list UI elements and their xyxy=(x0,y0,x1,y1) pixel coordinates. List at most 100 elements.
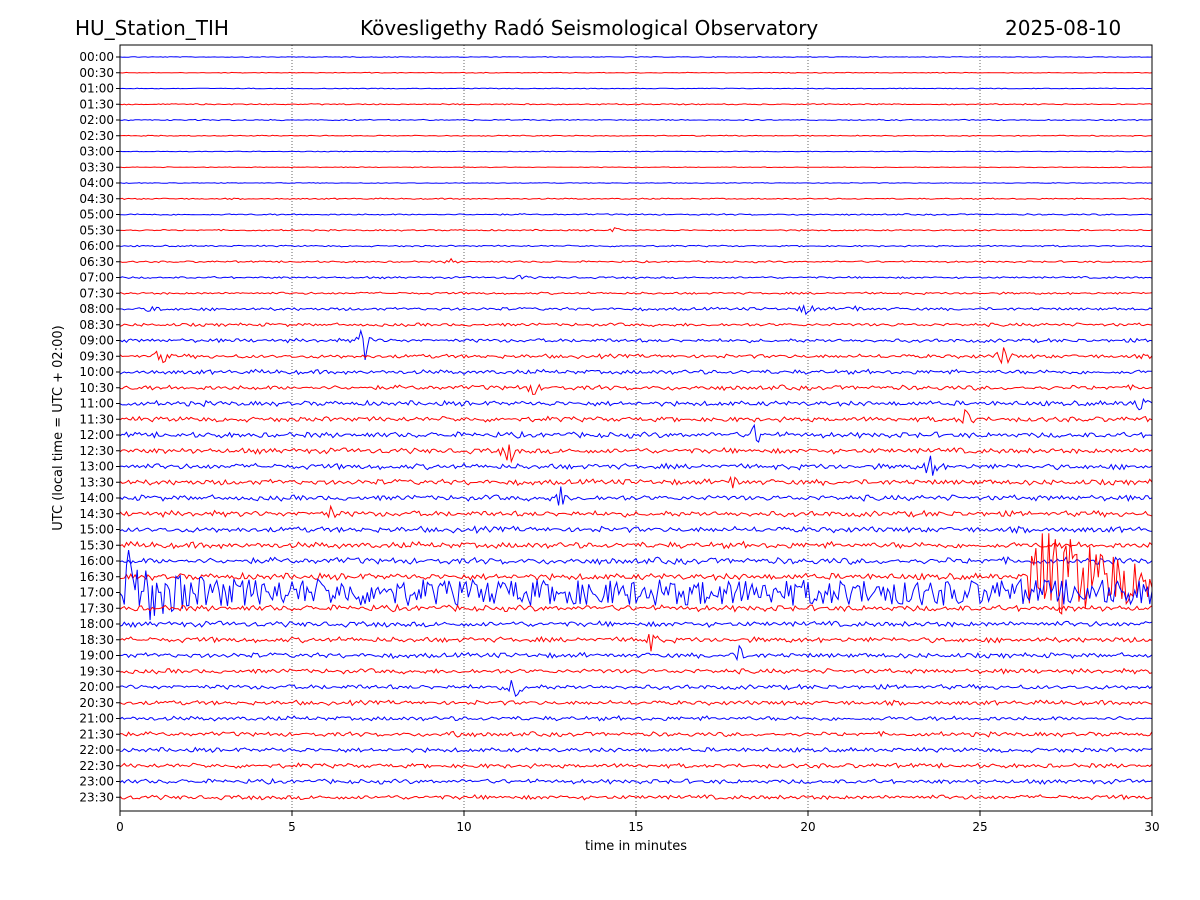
x-tick-label: 30 xyxy=(1144,820,1159,834)
y-tick-label: 21:30 xyxy=(79,727,114,741)
trace-line-1000 xyxy=(120,368,1152,376)
y-tick-label: 04:30 xyxy=(79,192,114,206)
y-tick-label: 16:30 xyxy=(79,570,114,584)
y-tick-label: 01:00 xyxy=(79,82,114,96)
trace-line-0900 xyxy=(120,328,1152,360)
y-tick-label: 18:30 xyxy=(79,633,114,647)
x-tick-labels: 0 5 10 15 20 25 30 xyxy=(116,811,1160,834)
x-tick-label: 0 xyxy=(116,820,124,834)
trace-line-1100 xyxy=(120,397,1152,411)
y-tick-label: 17:00 xyxy=(79,586,114,600)
trace-line-1330 xyxy=(120,475,1152,489)
trace-line-2100 xyxy=(120,715,1152,722)
trace-line-0300 xyxy=(120,150,1152,153)
chart-date: 2025-08-10 xyxy=(1005,16,1122,40)
trace-line-0600 xyxy=(120,244,1152,248)
trace-line-0730 xyxy=(120,291,1152,296)
y-tick-label: 08:00 xyxy=(79,302,114,316)
y-tick-label: 01:30 xyxy=(79,97,114,111)
trace-line-1400 xyxy=(120,486,1152,506)
trace-line-1730 xyxy=(120,603,1152,613)
trace-group xyxy=(120,56,1152,801)
trace-line-1130 xyxy=(120,408,1152,425)
trace-line-2130 xyxy=(120,730,1152,738)
y-tick-label: 15:30 xyxy=(79,538,114,552)
y-tick-label: 15:00 xyxy=(79,523,114,537)
y-tick-label: 06:00 xyxy=(79,239,114,253)
y-tick-label: 18:00 xyxy=(79,617,114,631)
x-tick-label: 15 xyxy=(628,820,643,834)
y-tick-label: 07:30 xyxy=(79,286,114,300)
y-tick-label: 00:30 xyxy=(79,66,114,80)
y-tick-label: 13:00 xyxy=(79,460,114,474)
trace-line-0400 xyxy=(120,182,1152,184)
trace-line-2200 xyxy=(120,746,1152,754)
trace-line-1600 xyxy=(120,556,1152,566)
trace-line-0930 xyxy=(120,347,1152,365)
trace-line-1030 xyxy=(120,383,1152,396)
trace-line-1300 xyxy=(120,455,1152,476)
y-tick-label: 12:30 xyxy=(79,444,114,458)
y-tick-label: 17:30 xyxy=(79,601,114,615)
y-tick-label: 21:00 xyxy=(79,712,114,726)
y-tick-label: 04:00 xyxy=(79,176,114,190)
y-tick-label: 05:00 xyxy=(79,208,114,222)
y-tick-label: 07:00 xyxy=(79,271,114,285)
trace-line-0230 xyxy=(120,134,1152,137)
trace-line-1930 xyxy=(120,667,1152,675)
trace-line-0430 xyxy=(120,197,1152,201)
trace-line-1700 xyxy=(120,550,1152,621)
trace-line-1630 xyxy=(120,533,1152,615)
y-tick-label: 19:30 xyxy=(79,664,114,678)
grid-lines xyxy=(291,45,981,811)
trace-line-0030 xyxy=(120,71,1152,74)
trace-line-2230 xyxy=(120,762,1152,769)
y-tick-label: 10:30 xyxy=(79,381,114,395)
y-tick-label: 23:30 xyxy=(79,790,114,804)
trace-line-2330 xyxy=(120,794,1152,801)
y-tick-label: 09:30 xyxy=(79,349,114,363)
trace-line-2030 xyxy=(120,699,1152,707)
y-tick-label: 22:00 xyxy=(79,743,114,757)
y-tick-label: 10:00 xyxy=(79,365,114,379)
trace-line-0500 xyxy=(120,213,1152,216)
x-tick-label: 20 xyxy=(800,820,815,834)
y-tick-label: 02:00 xyxy=(79,113,114,127)
y-tick-label: 05:30 xyxy=(79,223,114,237)
trace-line-0330 xyxy=(120,166,1152,169)
station-name: HU_Station_TIH xyxy=(75,16,229,40)
trace-line-0830 xyxy=(120,322,1152,328)
y-tick-label: 20:30 xyxy=(79,696,114,710)
x-axis-label: time in minutes xyxy=(585,839,687,854)
trace-line-0700 xyxy=(120,274,1152,280)
x-tick-label: 10 xyxy=(456,820,471,834)
y-tick-label: 03:30 xyxy=(79,160,114,174)
trace-line-2000 xyxy=(120,680,1152,697)
observatory-title: Kövesligethy Radó Seismological Observat… xyxy=(360,16,819,40)
y-tick-label: 06:30 xyxy=(79,255,114,269)
y-tick-label: 22:30 xyxy=(79,759,114,773)
trace-line-0630 xyxy=(120,257,1152,264)
x-tick-label: 25 xyxy=(972,820,987,834)
trace-line-1800 xyxy=(120,620,1152,629)
y-tick-label: 12:00 xyxy=(79,428,114,442)
trace-line-0100 xyxy=(120,87,1152,90)
trace-line-0530 xyxy=(120,227,1152,233)
trace-line-1200 xyxy=(120,423,1152,443)
y-tick-label: 03:00 xyxy=(79,145,114,159)
y-tick-label: 23:00 xyxy=(79,775,114,789)
y-tick-label: 16:00 xyxy=(79,554,114,568)
y-tick-label: 19:00 xyxy=(79,649,114,663)
trace-line-1900 xyxy=(120,644,1152,662)
y-axis-label: UTC (local time = UTC + 02:00) xyxy=(51,325,66,530)
trace-line-2300 xyxy=(120,777,1152,785)
trace-line-0800 xyxy=(120,304,1152,316)
y-tick-label: 11:00 xyxy=(79,397,114,411)
y-tick-label: 02:30 xyxy=(79,129,114,143)
y-tick-label: 14:30 xyxy=(79,507,114,521)
y-tick-label: 09:00 xyxy=(79,334,114,348)
y-tick-label: 20:00 xyxy=(79,680,114,694)
x-tick-label: 5 xyxy=(288,820,296,834)
